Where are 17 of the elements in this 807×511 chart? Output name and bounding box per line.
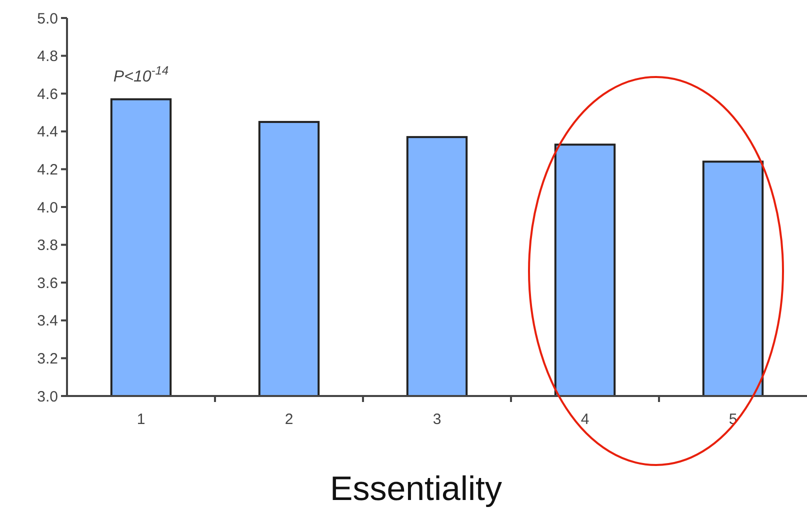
y-tick-label: 3.0 bbox=[37, 388, 58, 406]
x-axis-title: Essentiality bbox=[330, 470, 502, 508]
y-tick-label: 5.0 bbox=[37, 10, 58, 28]
x-tick-label: 2 bbox=[284, 411, 294, 428]
y-tick-label: 3.6 bbox=[37, 274, 58, 292]
y-tick-label: 4.6 bbox=[37, 86, 58, 103]
x-tick-label: 1 bbox=[136, 411, 146, 428]
annotation: P<10$^{-14}$ bbox=[113, 63, 169, 86]
y-tick-label: 4.0 bbox=[37, 199, 58, 216]
y-tick-label: 4.4 bbox=[37, 124, 58, 141]
x-tick-label: 3 bbox=[432, 411, 442, 428]
y-tick-label: 3.4 bbox=[37, 312, 58, 330]
y-tick-label: 4.8 bbox=[37, 48, 58, 66]
y-tick-label: 3.2 bbox=[37, 350, 58, 368]
x-tick-label: 4 bbox=[580, 411, 590, 428]
y-tick-label: 4.2 bbox=[37, 161, 58, 178]
y-tick-label: 3.8 bbox=[37, 237, 58, 254]
